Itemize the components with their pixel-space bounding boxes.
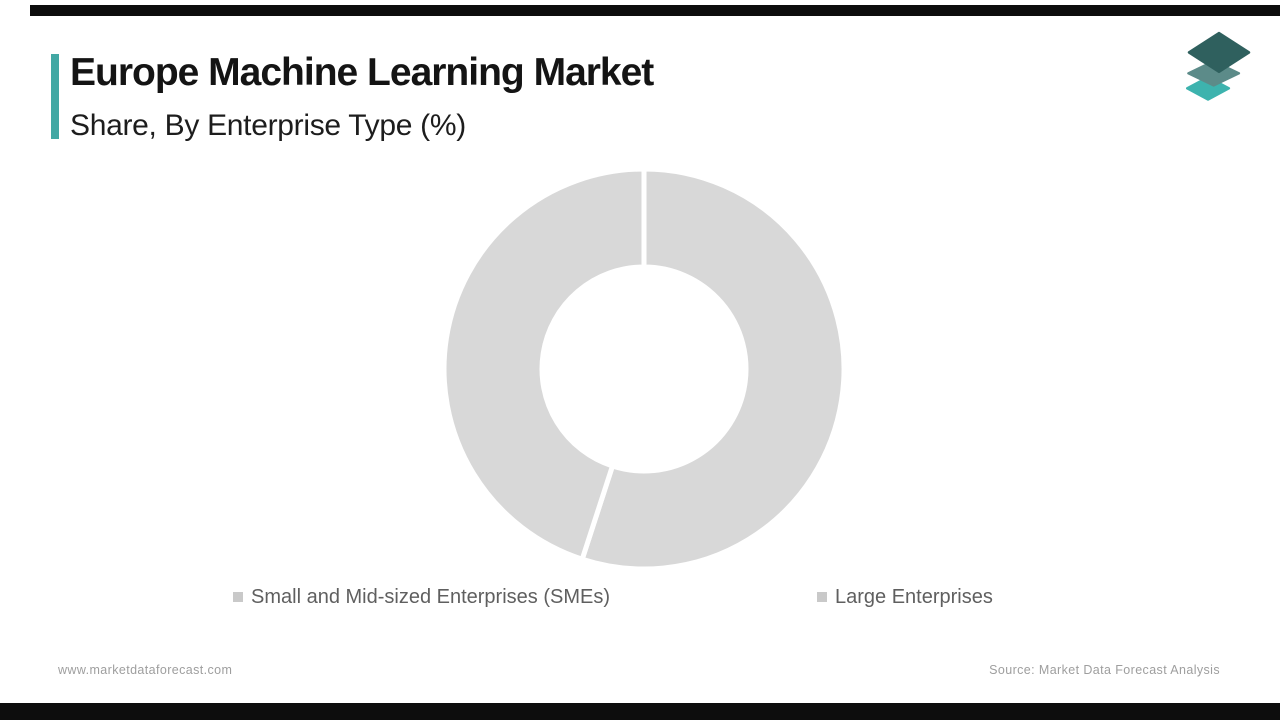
top-black-strip — [30, 5, 1280, 16]
page-title: Europe Machine Learning Market — [70, 51, 654, 94]
layers-logo-icon — [1186, 31, 1251, 101]
legend-label: Large Enterprises — [835, 585, 993, 608]
donut-chart — [441, 166, 847, 572]
legend-marker-icon — [233, 592, 243, 602]
title-accent-bar — [51, 54, 59, 139]
legend-item-smes: Small and Mid-sized Enterprises (SMEs) — [233, 585, 610, 609]
website-url: www.marketdataforecast.com — [58, 663, 233, 677]
legend-label: Small and Mid-sized Enterprises (SMEs) — [251, 585, 610, 608]
logo-layer-top — [1187, 31, 1251, 74]
legend-item-large-enterprises: Large Enterprises — [817, 585, 993, 609]
page-subtitle: Share, By Enterprise Type (%) — [70, 109, 466, 142]
legend-marker-icon — [817, 592, 827, 602]
donut-segment — [441, 166, 647, 562]
bottom-black-strip — [0, 703, 1280, 720]
donut-segment — [579, 166, 847, 572]
source-note: Source: Market Data Forecast Analysis — [989, 663, 1220, 677]
